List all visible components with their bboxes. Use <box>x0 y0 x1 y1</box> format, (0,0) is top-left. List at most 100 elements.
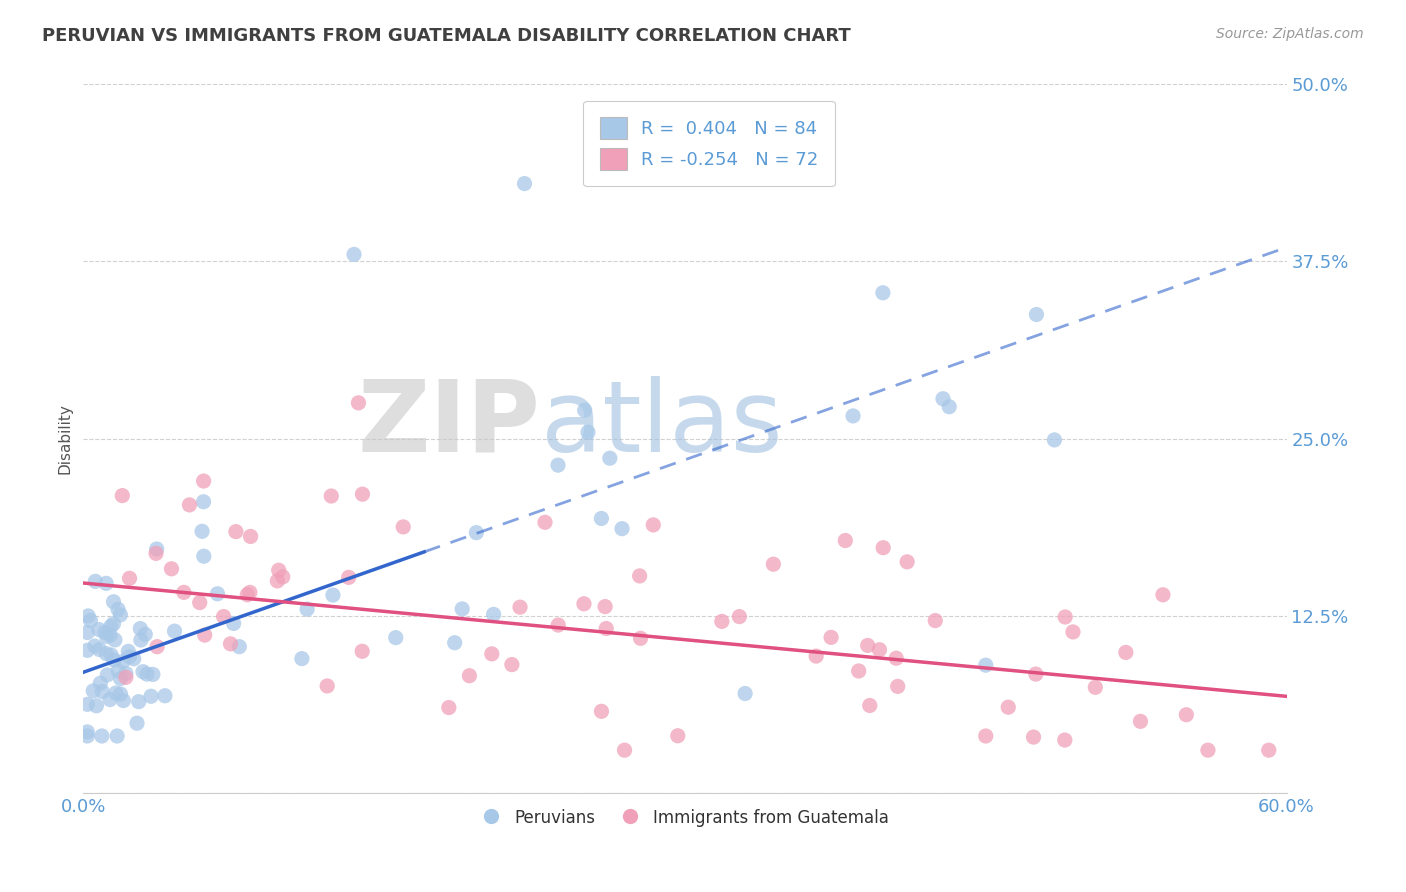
Point <box>222 616 245 631</box>
Point <box>89 642 111 657</box>
Point <box>872 541 894 555</box>
Point <box>134 627 156 641</box>
Point <box>129 633 152 648</box>
Point <box>115 666 138 681</box>
Point <box>321 489 343 503</box>
Point <box>76 698 98 712</box>
Point <box>236 588 259 602</box>
Point <box>219 637 242 651</box>
Point <box>193 474 215 488</box>
Point <box>145 546 167 560</box>
Point <box>1115 645 1137 659</box>
Text: ZIP: ZIP <box>357 376 540 473</box>
Point <box>443 636 465 650</box>
Point <box>94 625 117 640</box>
Point <box>225 524 247 539</box>
Point <box>1022 730 1045 744</box>
Point <box>501 657 523 672</box>
Point <box>938 400 960 414</box>
Point <box>103 595 125 609</box>
Point <box>1257 743 1279 757</box>
Point <box>179 498 201 512</box>
Point <box>547 618 569 632</box>
Point <box>160 562 183 576</box>
Point <box>110 687 132 701</box>
Point <box>884 651 907 665</box>
Point <box>886 679 908 693</box>
Point <box>145 541 167 556</box>
Point <box>599 451 621 466</box>
Point <box>82 683 104 698</box>
Point <box>118 649 141 664</box>
Point <box>142 667 165 681</box>
Point <box>90 729 112 743</box>
Point <box>869 642 891 657</box>
Point <box>842 409 865 423</box>
Point <box>974 729 997 743</box>
Point <box>76 729 98 743</box>
Point <box>228 640 250 654</box>
Point <box>103 616 125 631</box>
Point <box>534 516 557 530</box>
Point <box>193 495 215 509</box>
Point <box>193 549 215 564</box>
Point <box>804 649 827 664</box>
Point <box>139 690 162 704</box>
Point <box>128 695 150 709</box>
Point <box>856 639 879 653</box>
Point <box>974 658 997 673</box>
Point <box>848 664 870 678</box>
Point <box>107 602 129 616</box>
Point <box>613 743 636 757</box>
Point <box>591 511 613 525</box>
Point <box>610 522 633 536</box>
Point <box>239 585 262 599</box>
Point <box>86 698 108 713</box>
Point <box>513 177 536 191</box>
Point <box>1025 667 1047 681</box>
Point <box>110 672 132 686</box>
Legend: Peruvians, Immigrants from Guatemala: Peruvians, Immigrants from Guatemala <box>474 803 896 834</box>
Point <box>347 396 370 410</box>
Point <box>94 576 117 591</box>
Point <box>112 654 135 668</box>
Point <box>96 668 118 682</box>
Point <box>547 458 569 472</box>
Point <box>728 609 751 624</box>
Point <box>107 664 129 678</box>
Point <box>932 392 955 406</box>
Point <box>79 614 101 628</box>
Point <box>458 669 481 683</box>
Point <box>83 639 105 653</box>
Point <box>1084 680 1107 694</box>
Point <box>111 489 134 503</box>
Point <box>1025 308 1047 322</box>
Point <box>574 403 596 417</box>
Point <box>628 569 651 583</box>
Point <box>591 704 613 718</box>
Point <box>595 622 617 636</box>
Point <box>132 665 155 679</box>
Point <box>392 520 415 534</box>
Point <box>762 558 785 572</box>
Point <box>1129 714 1152 729</box>
Point <box>859 698 882 713</box>
Point <box>110 607 132 622</box>
Point <box>122 651 145 665</box>
Point <box>239 529 262 543</box>
Point <box>105 729 128 743</box>
Point <box>1197 743 1219 757</box>
Point <box>117 644 139 658</box>
Point <box>191 524 214 539</box>
Text: PERUVIAN VS IMMIGRANTS FROM GUATEMALA DISABILITY CORRELATION CHART: PERUVIAN VS IMMIGRANTS FROM GUATEMALA DI… <box>42 27 851 45</box>
Point <box>465 525 488 540</box>
Point <box>114 670 136 684</box>
Point <box>384 631 406 645</box>
Point <box>924 614 946 628</box>
Point <box>212 609 235 624</box>
Point <box>96 647 118 661</box>
Point <box>1175 707 1198 722</box>
Point <box>1062 624 1084 639</box>
Point <box>337 570 360 584</box>
Point <box>129 622 152 636</box>
